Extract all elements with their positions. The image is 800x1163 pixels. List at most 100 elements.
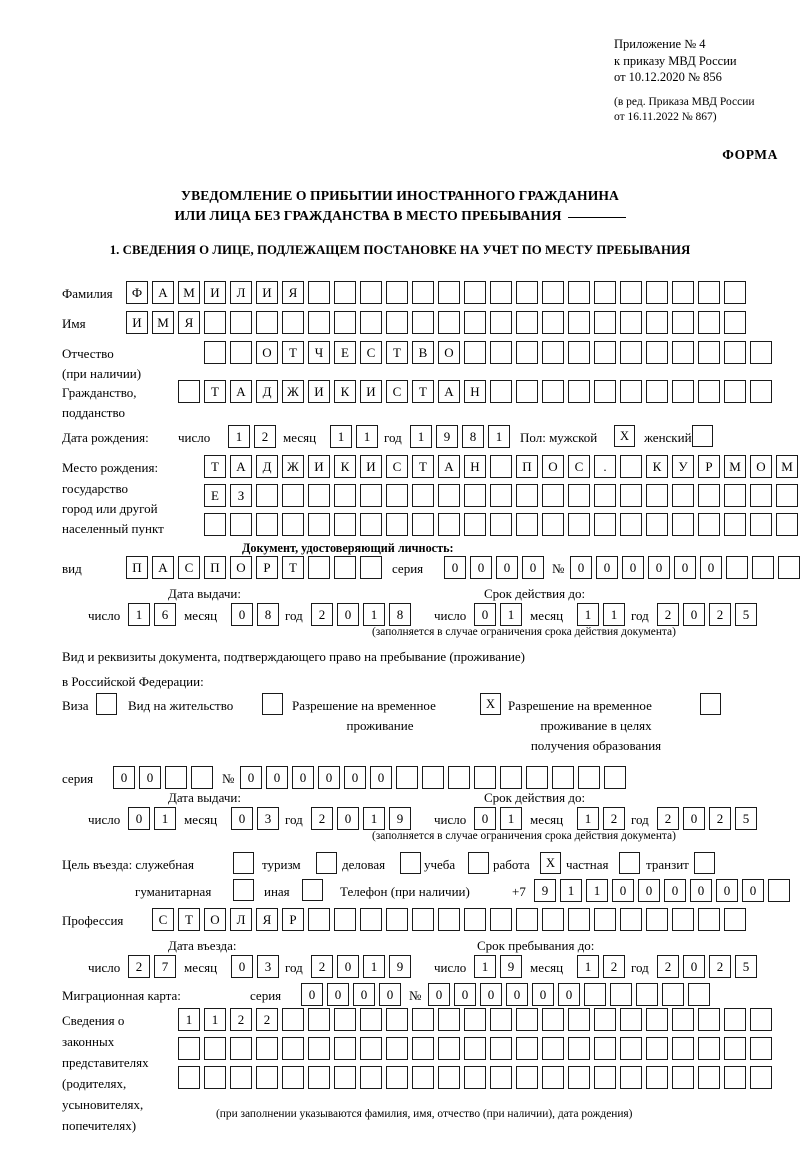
input-cell[interactable]: 0 — [266, 766, 288, 789]
input-cell[interactable] — [516, 513, 538, 536]
input-cell[interactable] — [490, 281, 512, 304]
input-cell[interactable]: Т — [204, 455, 226, 478]
input-cell[interactable] — [282, 513, 304, 536]
purpose-official-checkbox[interactable] — [233, 852, 254, 874]
input-cell[interactable]: С — [360, 341, 382, 364]
input-cell[interactable]: 0 — [113, 766, 135, 789]
input-cell[interactable] — [360, 484, 382, 507]
input-cell[interactable] — [360, 513, 382, 536]
input-cell[interactable]: 2 — [256, 1008, 278, 1031]
input-cell[interactable] — [750, 484, 772, 507]
input-cell[interactable]: 0 — [370, 766, 392, 789]
input-cell[interactable]: О — [256, 341, 278, 364]
input-cell[interactable]: А — [230, 380, 252, 403]
input-cell[interactable] — [474, 766, 496, 789]
input-cell[interactable] — [646, 513, 668, 536]
input-cell[interactable]: 0 — [638, 879, 660, 902]
input-cell[interactable] — [646, 1066, 668, 1089]
input-cell[interactable] — [204, 513, 226, 536]
input-cell[interactable]: 0 — [716, 879, 738, 902]
input-cell[interactable] — [568, 513, 590, 536]
input-cell[interactable] — [568, 380, 590, 403]
input-cell[interactable]: 7 — [154, 955, 176, 978]
input-cell[interactable] — [386, 908, 408, 931]
input-cell[interactable] — [594, 1037, 616, 1060]
input-cell[interactable]: 1 — [488, 425, 510, 448]
input-cell[interactable] — [464, 1008, 486, 1031]
input-cell[interactable] — [568, 484, 590, 507]
input-cell[interactable] — [308, 1066, 330, 1089]
input-cell[interactable] — [256, 311, 278, 334]
input-cell[interactable] — [620, 1037, 642, 1060]
input-cell[interactable] — [594, 484, 616, 507]
input-cell[interactable]: П — [516, 455, 538, 478]
input-cell[interactable] — [412, 513, 434, 536]
temp-residence-checkbox[interactable]: Х — [480, 693, 501, 715]
input-cell[interactable] — [646, 380, 668, 403]
input-cell[interactable] — [672, 380, 694, 403]
input-cell[interactable] — [584, 983, 606, 1006]
input-cell[interactable]: У — [672, 455, 694, 478]
input-cell[interactable] — [422, 766, 444, 789]
input-cell[interactable]: 0 — [139, 766, 161, 789]
input-cell[interactable] — [360, 281, 382, 304]
input-cell[interactable] — [490, 1037, 512, 1060]
input-cell[interactable]: Ж — [282, 380, 304, 403]
input-cell[interactable]: 2 — [311, 955, 333, 978]
input-cell[interactable]: А — [438, 380, 460, 403]
input-cell[interactable] — [724, 341, 746, 364]
legal-rep-line-2-cells[interactable] — [178, 1037, 772, 1060]
input-cell[interactable]: И — [360, 380, 382, 403]
input-cell[interactable]: О — [204, 908, 226, 931]
input-cell[interactable]: Р — [256, 556, 278, 579]
input-cell[interactable] — [412, 1008, 434, 1031]
input-cell[interactable]: 9 — [389, 807, 411, 830]
input-cell[interactable] — [542, 281, 564, 304]
input-cell[interactable]: М — [152, 311, 174, 334]
input-cell[interactable] — [308, 1008, 330, 1031]
input-cell[interactable] — [526, 766, 548, 789]
input-cell[interactable] — [568, 1066, 590, 1089]
input-cell[interactable]: Е — [334, 341, 356, 364]
input-cell[interactable]: 0 — [292, 766, 314, 789]
input-cell[interactable] — [620, 341, 642, 364]
input-cell[interactable]: И — [360, 455, 382, 478]
input-cell[interactable] — [542, 1037, 564, 1060]
input-cell[interactable] — [594, 380, 616, 403]
input-cell[interactable] — [490, 380, 512, 403]
input-cell[interactable] — [464, 908, 486, 931]
input-cell[interactable] — [724, 513, 746, 536]
input-cell[interactable] — [386, 513, 408, 536]
input-cell[interactable]: Т — [412, 455, 434, 478]
input-cell[interactable]: А — [152, 281, 174, 304]
input-cell[interactable] — [308, 513, 330, 536]
input-cell[interactable] — [360, 556, 382, 579]
input-cell[interactable]: Т — [412, 380, 434, 403]
input-cell[interactable]: 2 — [709, 807, 731, 830]
input-cell[interactable] — [594, 1066, 616, 1089]
input-cell[interactable] — [282, 1037, 304, 1060]
input-cell[interactable] — [360, 311, 382, 334]
input-cell[interactable]: 1 — [577, 603, 599, 626]
input-cell[interactable]: 0 — [454, 983, 476, 1006]
input-cell[interactable] — [516, 311, 538, 334]
input-cell[interactable]: 2 — [657, 603, 679, 626]
input-cell[interactable] — [360, 1008, 382, 1031]
purpose-humanitarian-checkbox[interactable] — [233, 879, 254, 901]
input-cell[interactable] — [438, 908, 460, 931]
input-cell[interactable]: 0 — [622, 556, 644, 579]
input-cell[interactable]: Е — [204, 484, 226, 507]
input-cell[interactable]: 1 — [363, 807, 385, 830]
input-cell[interactable] — [768, 879, 790, 902]
input-cell[interactable] — [672, 484, 694, 507]
input-cell[interactable]: Я — [282, 281, 304, 304]
input-cell[interactable] — [542, 311, 564, 334]
input-cell[interactable] — [334, 556, 356, 579]
